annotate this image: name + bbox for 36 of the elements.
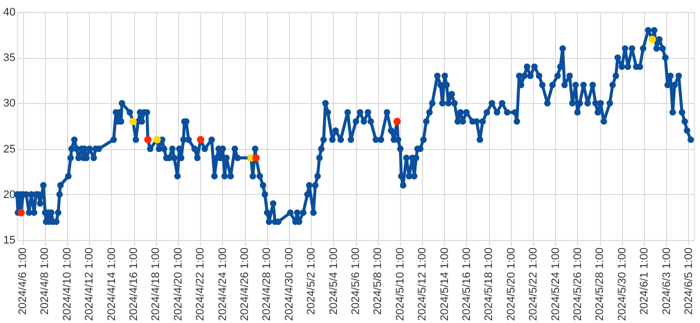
x-tick-label: 2024/4/12 1:00 — [84, 248, 96, 321]
x-tick-label: 2024/4/20 1:00 — [172, 248, 184, 321]
x-tick-label: 2024/4/8 1:00 — [39, 248, 52, 315]
x-tick-label: 2024/4/28 1:00 — [261, 248, 274, 321]
x-tick-label: 2024/5/26 1:00 — [572, 248, 584, 321]
x-tick-label: 2024/6/3 1:00 — [660, 248, 673, 315]
x-tick-label: 2024/5/22 1:00 — [528, 248, 540, 321]
y-tick-label: 40 — [3, 6, 16, 18]
x-tick-label: 2024/5/18 1:00 — [483, 248, 496, 321]
y-tick-label: 35 — [3, 52, 16, 64]
x-tick-label: 2024/5/14 1:00 — [438, 248, 451, 321]
x-tick-label: 2024/4/30 1:00 — [283, 248, 296, 321]
x-tick-label: 2024/5/28 1:00 — [594, 248, 606, 321]
x-tick-label: 2024/4/26 1:00 — [239, 248, 252, 321]
x-tick-label: 2024/5/30 1:00 — [616, 248, 628, 321]
x-tick-label: 2024/4/14 1:00 — [106, 248, 118, 321]
x-tick-label: 2024/5/10 1:00 — [394, 248, 406, 321]
x-tick-label: 2024/5/2 1:00 — [306, 248, 318, 315]
x-tick-label: 2024/6/5 1:00 — [682, 248, 695, 315]
x-tick-label: 2024/5/16 1:00 — [460, 248, 473, 321]
x-tick-label: 2024/4/22 1:00 — [194, 248, 207, 321]
y-tick-label: 15 — [3, 234, 16, 246]
x-tick-label: 2024/4/10 1:00 — [61, 248, 74, 321]
x-tick-label: 2024/5/8 1:00 — [372, 248, 384, 315]
x-tick-label: 2024/4/6 1:00 — [17, 248, 30, 315]
y-tick-label: 30 — [3, 98, 16, 110]
x-tick-label: 2024/4/18 1:00 — [150, 248, 162, 321]
x-tick-label: 2024/5/6 1:00 — [350, 248, 362, 315]
x-tick-label: 2024/5/12 1:00 — [416, 248, 429, 321]
x-tick-label: 2024/5/20 1:00 — [505, 248, 518, 321]
x-tick-label: 2024/4/16 1:00 — [128, 248, 140, 321]
x-tick-label: 2024/5/24 1:00 — [550, 248, 562, 321]
x-tick-label: 2024/4/24 1:00 — [216, 248, 229, 321]
x-tick-label: 2024/6/1 1:00 — [638, 248, 651, 315]
y-tick-label: 25 — [3, 143, 16, 156]
x-tick-label: 2024/5/4 1:00 — [328, 248, 340, 315]
